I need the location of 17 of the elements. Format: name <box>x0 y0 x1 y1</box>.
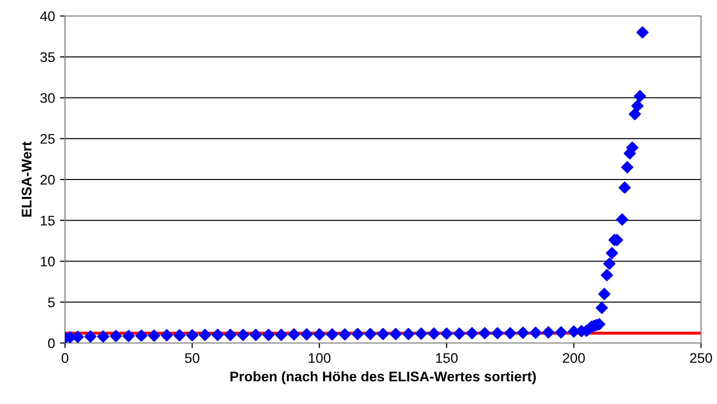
y-tick-label: 25 <box>40 134 55 144</box>
y-tick-label: 20 <box>40 174 55 185</box>
y-tick-label: 35 <box>40 52 55 62</box>
x-tick-label: 50 <box>185 353 200 363</box>
y-tick-label: 30 <box>40 93 55 103</box>
x-tick-label: 150 <box>436 353 458 363</box>
y-axis-title: ELISA-Wert <box>22 142 32 217</box>
x-axis-title: Proben (nach Höhe des ELISA-Wertes sortiert) <box>230 371 536 384</box>
x-tick-label: 200 <box>562 353 585 363</box>
x-tick-label: 0 <box>62 353 68 363</box>
y-tick-label: 15 <box>40 216 55 226</box>
y-tick-label: 40 <box>40 11 55 22</box>
x-tick-label: 250 <box>690 353 712 363</box>
y-tick-label: 5 <box>48 298 55 308</box>
y-tick-label: 0 <box>48 338 55 348</box>
x-tick-label: 100 <box>308 353 330 363</box>
y-tick-label: 10 <box>40 256 55 266</box>
